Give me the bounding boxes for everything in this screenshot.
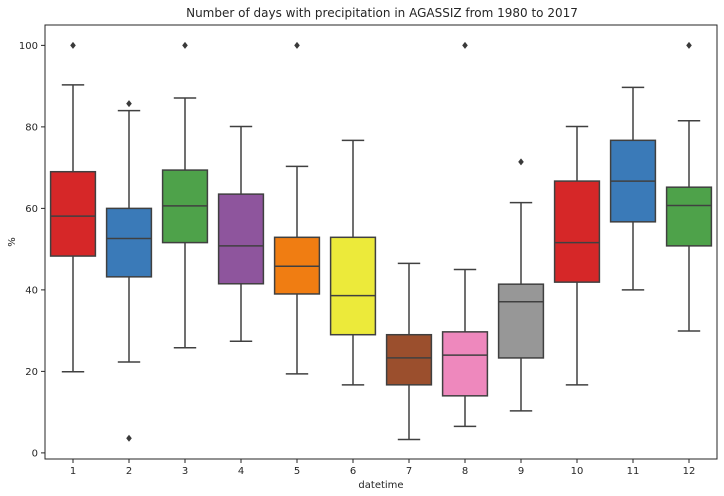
iqr-box-10: [553, 180, 601, 283]
outlier-5-0: [294, 41, 300, 49]
iqr-box-7: [385, 333, 433, 386]
iqr-box-2: [105, 207, 153, 278]
x-tick-label-6: 6: [350, 466, 356, 477]
x-tick-label-11: 11: [627, 466, 640, 477]
box-6: [329, 139, 377, 386]
box-10: [553, 125, 601, 386]
plot-frame: [44, 24, 718, 460]
y-tick-label-40: 40: [25, 285, 38, 296]
outlier-12-0: [686, 41, 692, 49]
iqr-box-12: [665, 186, 713, 247]
outlier-2-0: [126, 100, 132, 108]
x-tick-label-2: 2: [126, 466, 132, 477]
outlier-3-0: [182, 41, 188, 49]
x-tick-label-4: 4: [238, 466, 244, 477]
iqr-box-9: [497, 283, 545, 359]
box-11: [609, 86, 657, 291]
outlier-9-0: [518, 158, 524, 166]
box-1: [49, 41, 97, 373]
iqr-box-6: [329, 236, 377, 336]
x-axis: 1 2 3 4 5 6 7 8 9 10 11 12: [70, 459, 696, 477]
outlier-1-0: [70, 41, 76, 49]
y-axis: 0 20 40 60 80 100: [19, 41, 45, 459]
box-5: [273, 41, 321, 375]
iqr-box-4: [217, 193, 265, 285]
iqr-box-1: [49, 170, 97, 257]
y-tick-label-0: 0: [32, 448, 38, 459]
y-tick-label-60: 60: [25, 204, 38, 215]
chart-title: Number of days with precipitation in AGA…: [186, 6, 578, 20]
x-tick-label-9: 9: [518, 466, 524, 477]
y-tick-label-80: 80: [25, 122, 38, 133]
box-2: [105, 100, 153, 442]
box-9: [497, 158, 545, 412]
y-axis-label: %: [7, 237, 18, 247]
iqr-box-8: [441, 331, 489, 397]
x-tick-label-8: 8: [462, 466, 468, 477]
x-tick-label-7: 7: [406, 466, 412, 477]
box-4: [217, 125, 265, 342]
x-tick-label-10: 10: [571, 466, 584, 477]
y-tick-label-20: 20: [25, 367, 38, 378]
outlier-8-0: [462, 41, 468, 49]
box-7: [385, 262, 433, 441]
plot-area: [49, 41, 713, 442]
y-tick-label-100: 100: [19, 41, 38, 52]
x-axis-label: datetime: [358, 480, 403, 491]
x-tick-label-12: 12: [683, 466, 696, 477]
x-tick-label-1: 1: [70, 466, 76, 477]
box-3: [161, 41, 209, 349]
x-tick-label-5: 5: [294, 466, 300, 477]
outlier-2-1: [126, 434, 132, 442]
box-8: [441, 41, 489, 428]
x-tick-label-3: 3: [182, 466, 188, 477]
box-12: [665, 41, 713, 332]
